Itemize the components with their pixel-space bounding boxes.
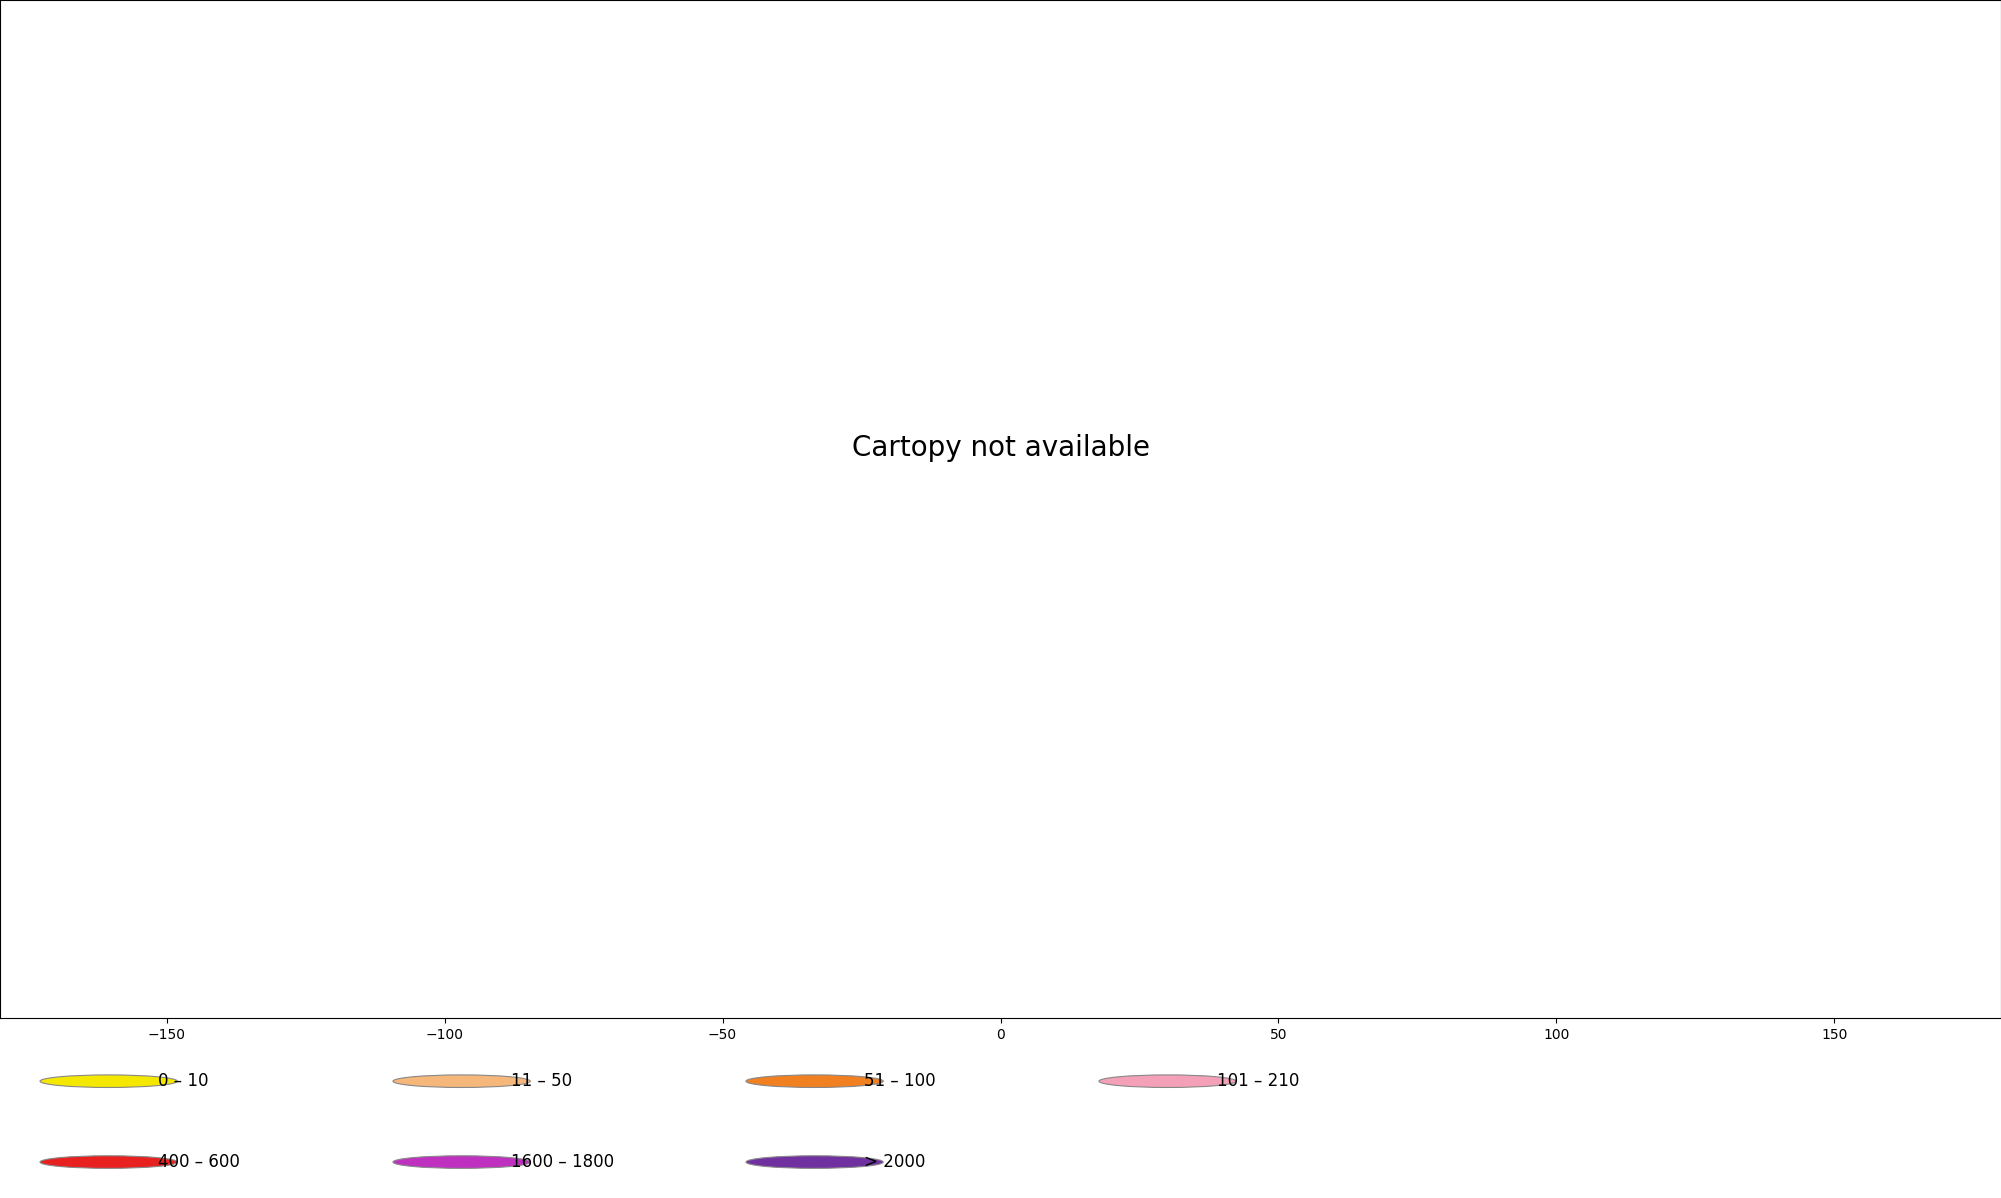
Circle shape xyxy=(40,1075,178,1088)
Circle shape xyxy=(746,1075,882,1088)
Text: 0 – 10: 0 – 10 xyxy=(158,1072,208,1090)
Circle shape xyxy=(1099,1075,1237,1088)
Text: 101 – 210: 101 – 210 xyxy=(1217,1072,1299,1090)
Text: 1600 – 1800: 1600 – 1800 xyxy=(510,1152,614,1172)
Text: 400 – 600: 400 – 600 xyxy=(158,1152,240,1172)
Text: 11 – 50: 11 – 50 xyxy=(510,1072,572,1090)
Circle shape xyxy=(392,1156,530,1168)
Text: 51 – 100: 51 – 100 xyxy=(864,1072,934,1090)
Text: Cartopy not available: Cartopy not available xyxy=(852,435,1149,462)
Circle shape xyxy=(40,1156,178,1168)
Text: > 2000: > 2000 xyxy=(864,1152,924,1172)
Circle shape xyxy=(392,1075,530,1088)
Circle shape xyxy=(746,1156,882,1168)
